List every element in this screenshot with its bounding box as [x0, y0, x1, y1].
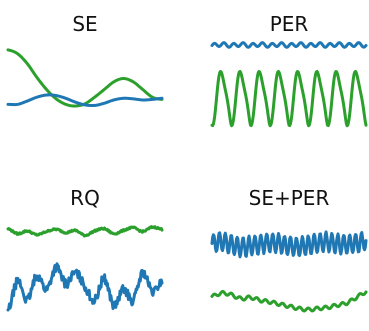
series-line-green — [6, 48, 164, 108]
panel-title: PER — [270, 12, 309, 36]
series-line-green — [210, 289, 368, 313]
panel-title: SE — [72, 12, 97, 36]
panel-title: RQ — [70, 186, 100, 210]
series-line-green — [6, 225, 164, 238]
panel-title: SE+PER — [249, 186, 330, 210]
series-line-green — [210, 69, 368, 128]
series-line-blue — [6, 262, 164, 312]
panel-4: SE+PER — [210, 186, 368, 313]
series-line-blue — [210, 41, 368, 49]
panel-1: SE — [6, 12, 164, 108]
series-line-blue — [6, 93, 164, 108]
panel-2: PER — [210, 12, 368, 128]
panel-3: RQ — [6, 186, 164, 312]
series-line-blue — [210, 230, 368, 259]
